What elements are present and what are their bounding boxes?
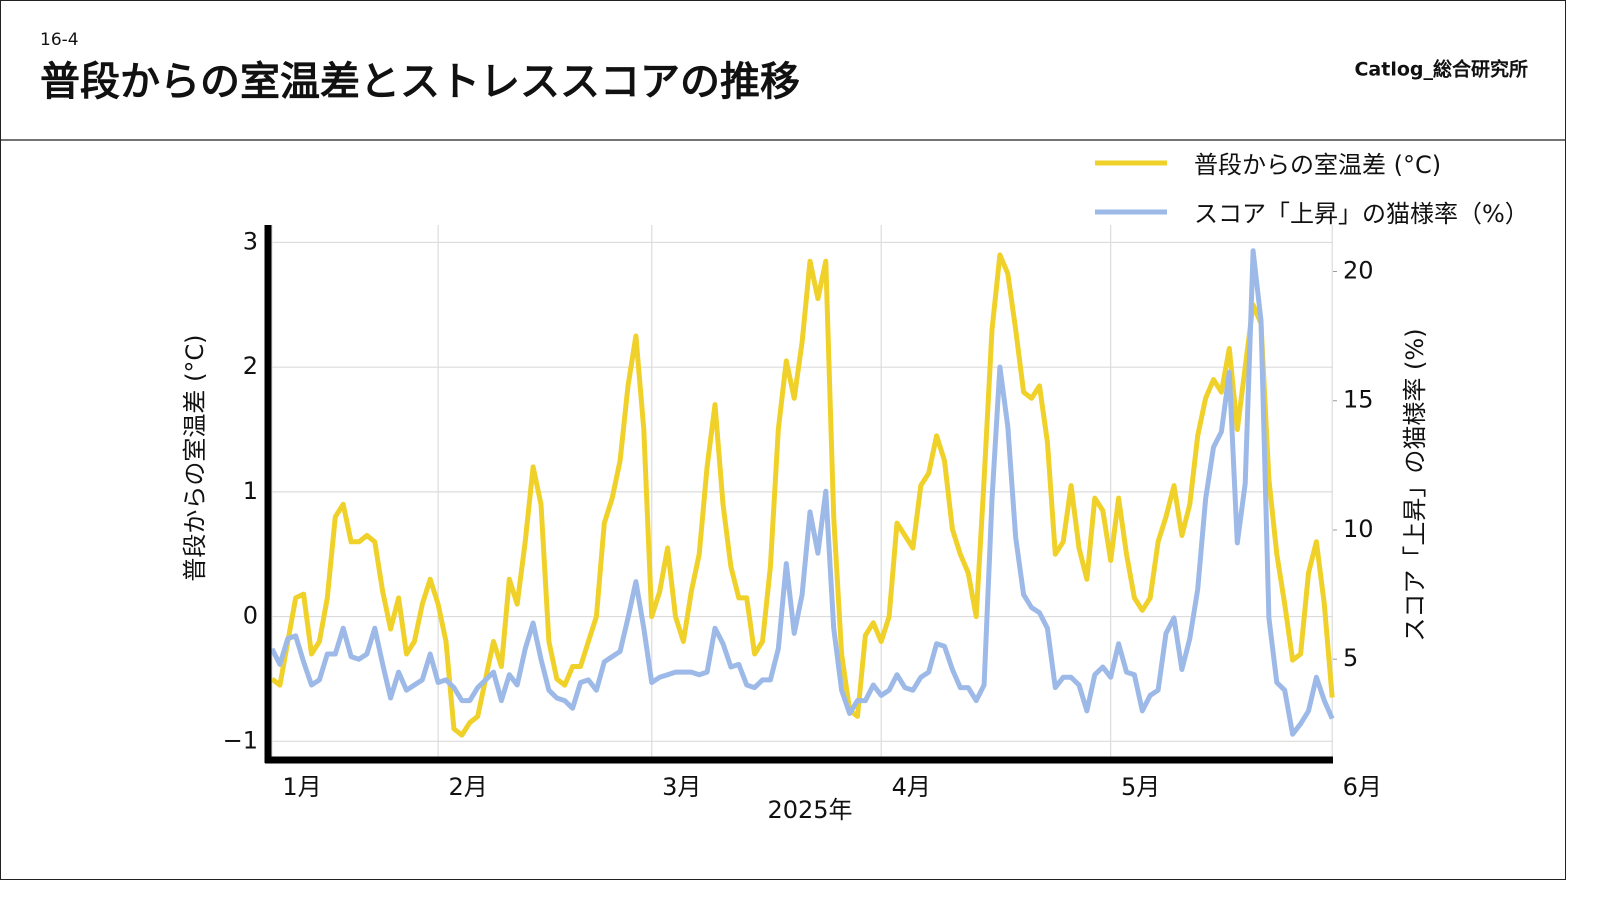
y-axis-label: 普段からの室温差 (°C) bbox=[181, 334, 209, 581]
brand: Catlog_総合研究所 bbox=[1354, 58, 1528, 81]
section-number: 16-4 bbox=[40, 30, 79, 50]
y-tick-label: −1 bbox=[223, 726, 258, 754]
slide-frame bbox=[0, 0, 1566, 880]
y-tick-label: 2 bbox=[243, 352, 258, 380]
y2-tick-label: 15 bbox=[1343, 386, 1374, 414]
series-line bbox=[270, 252, 1335, 738]
x-tick-label: 4月 bbox=[892, 773, 931, 801]
y2-tick-label: 20 bbox=[1343, 257, 1374, 285]
legend-label: 普段からの室温差 (°C) bbox=[1194, 151, 1441, 179]
x-tick-label: 3月 bbox=[662, 773, 701, 801]
x-axis-label: 2025年 bbox=[767, 796, 852, 824]
y-tick-label: 1 bbox=[243, 477, 258, 505]
x-tick-label: 2月 bbox=[448, 773, 487, 801]
x-tick-label: 1月 bbox=[282, 773, 321, 801]
x-tick-label: 5月 bbox=[1121, 773, 1160, 801]
legend-label: スコア「上昇」の猫様率（%） bbox=[1194, 200, 1529, 228]
x-tick-label: 6月 bbox=[1343, 773, 1382, 801]
y-tick-label: 0 bbox=[243, 602, 258, 630]
slide-title: 普段からの室温差とストレススコアの推移 bbox=[40, 59, 800, 105]
y2-tick-label: 10 bbox=[1343, 515, 1374, 543]
y-tick-label: 3 bbox=[243, 227, 258, 255]
y2-tick-label: 5 bbox=[1343, 644, 1358, 672]
y2-axis-label: スコア「上昇」の猫様率 (%) bbox=[1401, 328, 1429, 641]
series-line bbox=[269, 248, 1335, 737]
